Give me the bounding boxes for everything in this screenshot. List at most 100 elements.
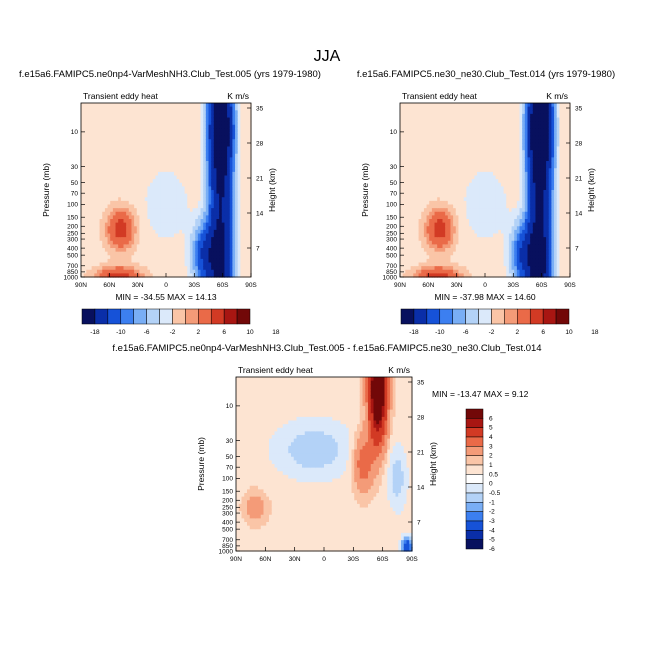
field-cell bbox=[423, 215, 428, 220]
field-cell bbox=[166, 226, 170, 231]
field-cell bbox=[477, 171, 481, 177]
field-cell bbox=[485, 106, 489, 111]
field-cell bbox=[88, 135, 93, 140]
field-cell bbox=[208, 179, 212, 184]
field-cell bbox=[163, 248, 167, 253]
field-cell bbox=[237, 262, 241, 267]
field-cell bbox=[415, 164, 420, 169]
field-cell bbox=[83, 135, 87, 140]
field-cell bbox=[211, 244, 215, 249]
field-cell bbox=[203, 237, 207, 242]
field-cell bbox=[235, 229, 239, 235]
field-cell bbox=[115, 168, 119, 173]
field-cell bbox=[240, 110, 244, 115]
field-cell bbox=[429, 226, 433, 231]
field-cell bbox=[216, 161, 220, 166]
field-cell bbox=[487, 193, 491, 198]
field-cell bbox=[176, 150, 180, 155]
field-cell bbox=[498, 208, 502, 213]
field-cell bbox=[152, 142, 156, 148]
field-cell bbox=[221, 226, 226, 231]
field-cell bbox=[155, 233, 159, 238]
field-cell bbox=[498, 157, 502, 162]
field-cell bbox=[400, 150, 404, 155]
field-cell bbox=[471, 200, 475, 206]
field-cell bbox=[96, 132, 101, 137]
field-cell bbox=[96, 103, 101, 108]
field-cell bbox=[434, 182, 438, 187]
field-cell bbox=[442, 266, 446, 271]
field-cell bbox=[155, 186, 159, 191]
field-cell bbox=[134, 128, 138, 133]
field-cell bbox=[86, 103, 90, 108]
field-cell bbox=[88, 240, 93, 245]
field-cell bbox=[179, 262, 183, 267]
field-cell bbox=[107, 117, 111, 122]
field-cell bbox=[426, 132, 430, 137]
field-cell bbox=[458, 175, 462, 180]
field-cell bbox=[474, 251, 478, 256]
field-cell bbox=[434, 262, 438, 267]
field-cell bbox=[474, 139, 478, 144]
field-cell bbox=[453, 157, 457, 162]
field-cell bbox=[461, 211, 465, 216]
field-cell bbox=[192, 200, 196, 206]
field-cell bbox=[94, 135, 98, 140]
field-cell bbox=[142, 193, 146, 198]
field-cell bbox=[128, 139, 133, 144]
field-cell bbox=[131, 179, 135, 184]
field-cell bbox=[437, 273, 441, 278]
field-cell bbox=[189, 182, 194, 187]
field-cell bbox=[418, 175, 422, 180]
field-cell bbox=[171, 200, 175, 206]
field-cell bbox=[442, 229, 446, 235]
field-cell bbox=[243, 190, 247, 195]
field-cell bbox=[418, 168, 422, 173]
field-cell bbox=[179, 121, 183, 126]
field-cell bbox=[458, 103, 462, 108]
field-cell bbox=[134, 171, 138, 177]
field-cell bbox=[99, 193, 103, 198]
field-cell bbox=[123, 266, 127, 271]
field-cell bbox=[418, 103, 422, 108]
field-cell bbox=[152, 222, 156, 227]
field-cell bbox=[437, 182, 441, 187]
field-cell bbox=[421, 273, 425, 278]
field-cell bbox=[187, 117, 191, 122]
field-cell bbox=[192, 204, 196, 209]
field-cell bbox=[240, 150, 244, 155]
field-cell bbox=[123, 219, 127, 224]
field-cell bbox=[221, 240, 226, 245]
field-cell bbox=[482, 273, 486, 278]
field-cell bbox=[99, 215, 103, 220]
field-cell bbox=[152, 219, 156, 224]
field-cell bbox=[431, 132, 436, 137]
field-cell bbox=[168, 229, 172, 235]
field-cell bbox=[171, 211, 175, 216]
field-cell bbox=[123, 258, 127, 264]
field-cell bbox=[221, 106, 226, 111]
field-cell bbox=[474, 164, 478, 169]
field-cell bbox=[136, 273, 141, 278]
field-cell bbox=[229, 164, 234, 169]
field-cell bbox=[490, 175, 494, 180]
field-cell bbox=[123, 273, 127, 278]
field-cell bbox=[102, 135, 106, 140]
field-cell bbox=[229, 208, 234, 213]
field-cell bbox=[144, 150, 149, 155]
field-cell bbox=[134, 266, 138, 271]
field-cell bbox=[477, 255, 481, 260]
field-cell bbox=[192, 197, 196, 202]
field-cell bbox=[224, 258, 228, 264]
field-cell bbox=[99, 269, 103, 274]
field-cell bbox=[102, 190, 106, 195]
field-cell bbox=[205, 229, 210, 235]
field-cell bbox=[471, 244, 475, 249]
field-cell bbox=[248, 103, 252, 108]
field-cell bbox=[131, 168, 135, 173]
field-cell bbox=[426, 266, 430, 271]
field-cell bbox=[216, 132, 220, 137]
field-cell bbox=[123, 168, 127, 173]
field-cell bbox=[495, 164, 499, 169]
field-cell bbox=[88, 171, 93, 177]
